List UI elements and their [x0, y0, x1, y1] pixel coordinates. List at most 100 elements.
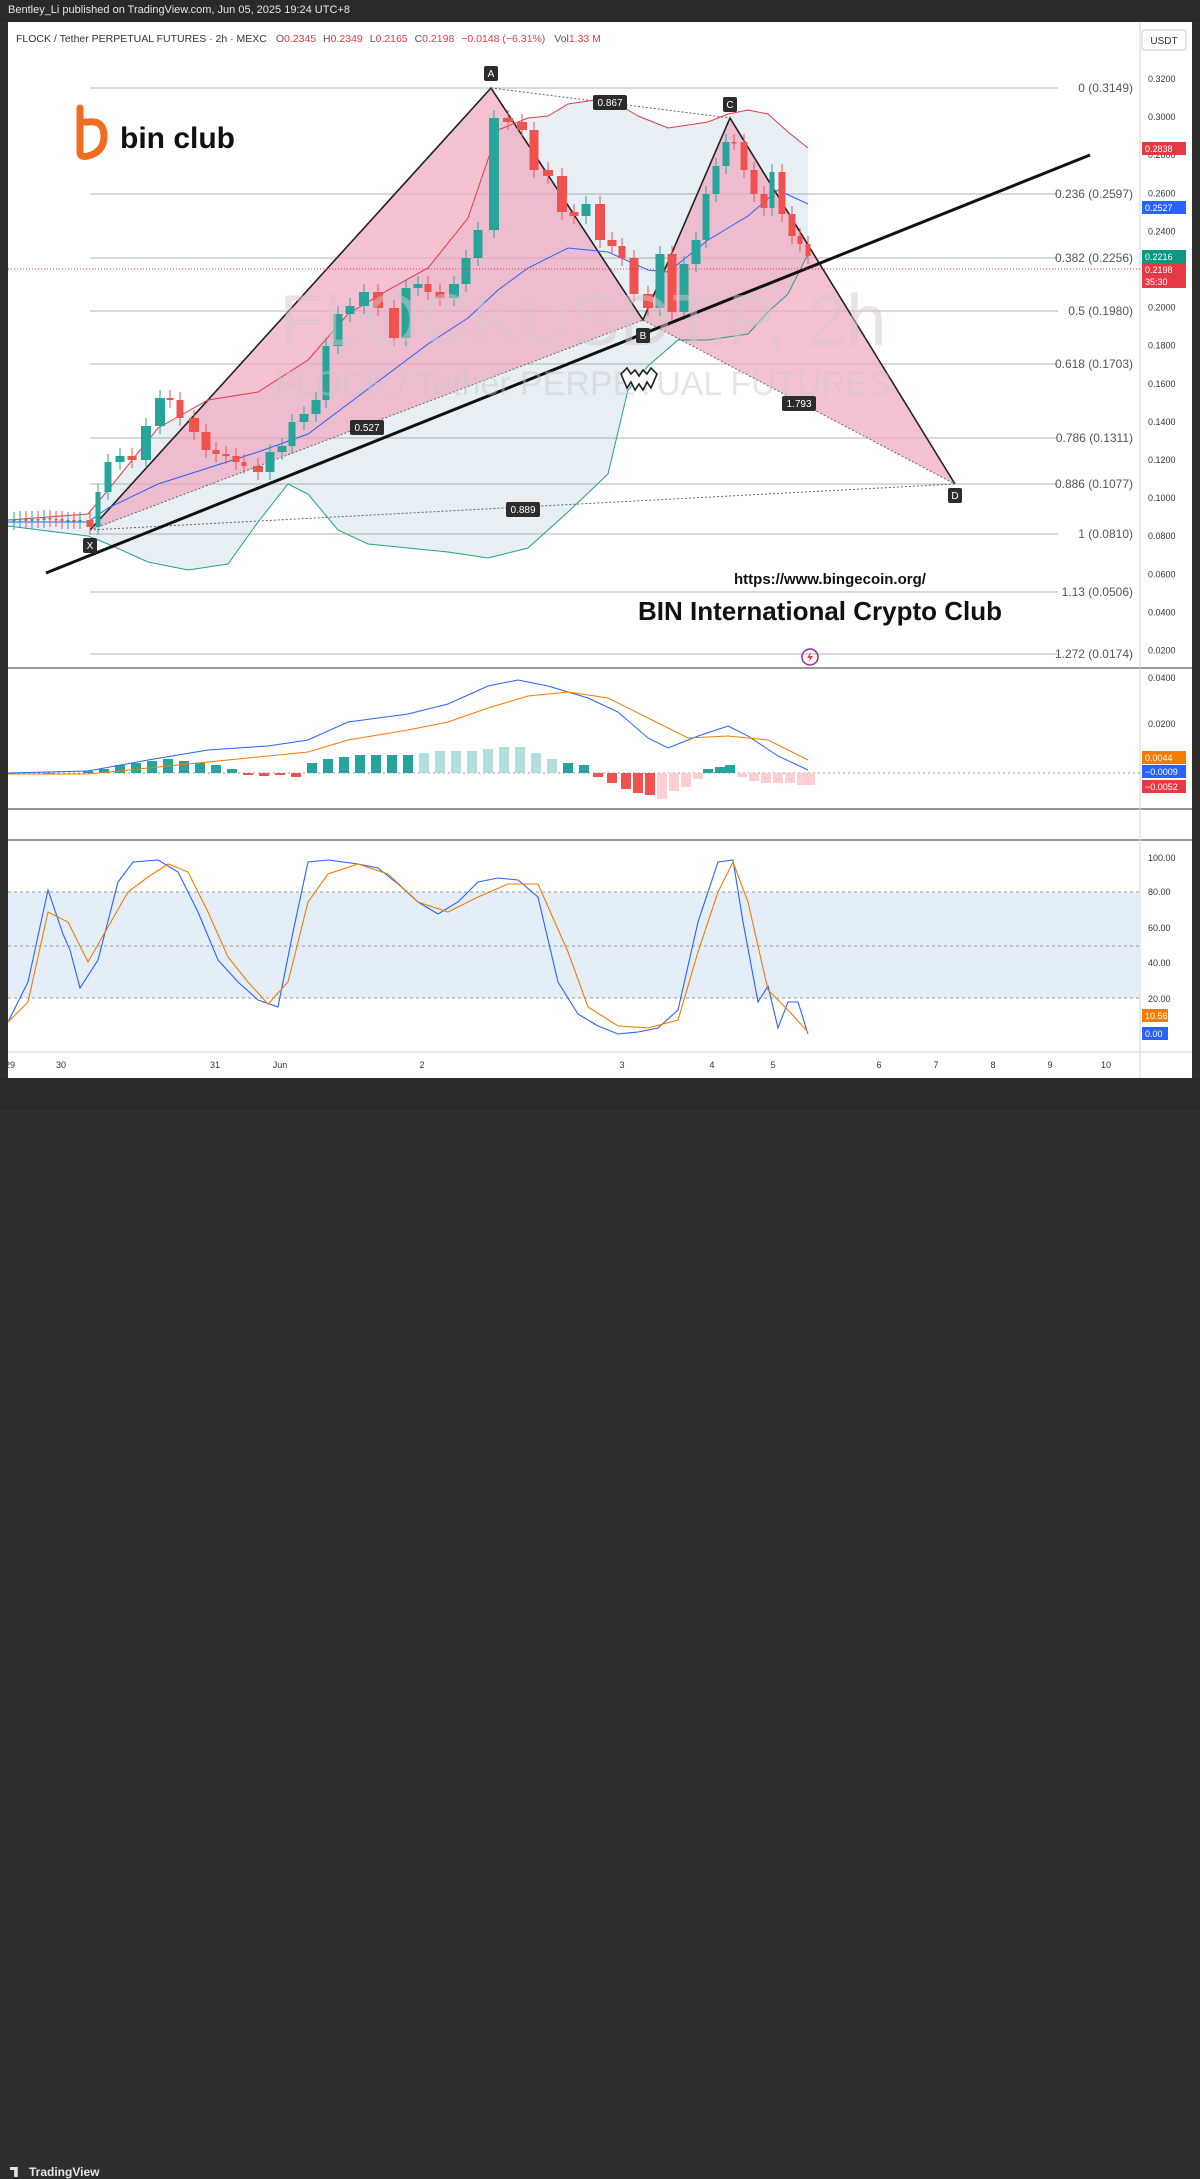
candle-body: [232, 456, 240, 462]
price-badge: 0.2216: [1142, 250, 1186, 263]
point-label-d: D: [951, 491, 958, 502]
currency-button[interactable]: USDT: [1141, 29, 1187, 51]
trendline[interactable]: [45, 153, 1091, 575]
chart-canvas[interactable]: 0 (0.3149) 0.236 (0.2597) 0.382 (0.2256) 0.…: [8, 22, 1192, 1078]
stoch-badge: 0.00: [1142, 1027, 1168, 1040]
ratio-ac: 0.867: [597, 98, 622, 109]
candle-body: [731, 142, 737, 144]
candle-body: [36, 519, 40, 521]
candle-body: [155, 398, 165, 426]
price-badges: 0.2838 0.2527 0.2216 0.2198 35:30: [1142, 142, 1186, 288]
price-badge: 0.2527: [1142, 201, 1186, 214]
fib-level-label: 1.13 (0.0506): [1062, 585, 1133, 599]
time-tick: 31: [210, 1060, 220, 1070]
high-value: 0.2349: [331, 33, 363, 45]
candle-body: [373, 292, 383, 308]
candle-body: [333, 314, 343, 346]
price-badge: 0.2198: [1142, 263, 1186, 276]
symbol-name: FLOCK / Tether PERPETUAL FUTURES · 2h · …: [16, 33, 267, 45]
bin-club-logo: bin club: [76, 104, 235, 160]
stoch-tick: 100.00: [1148, 853, 1176, 863]
pattern-point-labels[interactable]: A C B D X: [83, 66, 962, 553]
macd-bar: [563, 763, 573, 773]
candle-body: [127, 456, 137, 460]
time-axis[interactable]: 29 30 31 Jun 2 3 4 5 6 7 8 9 10: [8, 1060, 1111, 1070]
publish-bar: Bentley_Li published on TradingView.com,…: [0, 0, 1200, 22]
macd-bar: [179, 761, 189, 773]
pattern-bcd-triangle[interactable]: [643, 118, 955, 484]
lightning-icon[interactable]: [801, 648, 819, 666]
macd-bar: [419, 753, 429, 773]
macd-bar: [715, 767, 725, 773]
candle-body: [461, 258, 471, 284]
candle-body: [691, 240, 701, 264]
symbol-header[interactable]: FLOCK / Tether PERPETUAL FUTURES · 2h · …: [16, 33, 601, 45]
svg-text:35:30: 35:30: [1145, 277, 1168, 287]
candle-body: [473, 230, 483, 258]
macd-bar: [211, 765, 221, 773]
macd-bar: [737, 773, 747, 777]
candle-body: [740, 142, 748, 170]
fib-level-label: 0.886 (0.1077): [1055, 477, 1133, 491]
candle-body: [72, 520, 76, 522]
svg-text:0.0044: 0.0044: [1145, 753, 1173, 763]
price-tick: 0.0800: [1148, 531, 1176, 541]
macd-bar: [657, 773, 667, 799]
price-tick: 0.1000: [1148, 493, 1176, 503]
macd-bar: [195, 763, 205, 773]
macd-bar: [403, 755, 413, 773]
candle-body: [345, 306, 355, 314]
time-tick: 6: [876, 1060, 881, 1070]
candle-body: [543, 170, 553, 176]
candle-body: [712, 166, 720, 194]
time-tick: 9: [1047, 1060, 1052, 1070]
candles[interactable]: [12, 110, 811, 535]
macd-bar: [593, 773, 603, 777]
price-badge: 0.2838: [1142, 142, 1186, 155]
candle-body: [618, 246, 626, 258]
price-tick: 0.2800: [1148, 150, 1176, 160]
candle-body: [48, 518, 52, 520]
candle-body: [18, 519, 22, 521]
macd-bar: [275, 773, 285, 775]
time-tick: 29: [8, 1060, 15, 1070]
price-tick: 0.2000: [1148, 303, 1176, 313]
candle-body: [679, 264, 689, 312]
fib-level-label: 1.272 (0.0174): [1055, 647, 1133, 661]
price-axis[interactable]: 0.32000.30000.28000.26000.24000.22000.20…: [1148, 74, 1176, 656]
tradingview-logo[interactable]: TradingView: [10, 2165, 99, 2179]
candle-body: [569, 212, 579, 216]
candle-body: [529, 130, 539, 170]
candle-body: [95, 492, 101, 527]
candle-body: [277, 446, 287, 452]
price-tick: 0.3200: [1148, 74, 1176, 84]
macd-bar: [773, 773, 783, 783]
candle-body: [629, 258, 639, 294]
ratio-line-xb: [89, 319, 644, 531]
svg-text:−0.0009: −0.0009: [1145, 767, 1178, 777]
candle-body: [104, 462, 112, 492]
pattern-xab-triangle[interactable]: [90, 88, 643, 530]
point-label-a: A: [488, 69, 495, 80]
time-tick: 3: [619, 1060, 624, 1070]
point-label-c: C: [726, 100, 733, 111]
macd-bar: [131, 763, 141, 773]
ratio-bd: 1.793: [786, 399, 811, 410]
macd-bar: [725, 765, 735, 773]
stoch-k-line: [8, 859, 809, 1035]
candle-body: [517, 122, 527, 130]
macd-signal-line: [8, 691, 809, 775]
macd-bar: [467, 751, 477, 773]
ratio-labels[interactable]: 0.867 0.527 1.793 0.889: [350, 95, 816, 517]
svg-text:0.2216: 0.2216: [1145, 252, 1173, 262]
macd-bar: [291, 773, 301, 777]
time-tick: 4: [709, 1060, 714, 1070]
watermark-symbol: FLOCKUSDT.P, 2h: [280, 281, 887, 361]
fib-level-label: 0.786 (0.1311): [1056, 431, 1133, 445]
candle-body: [141, 426, 151, 460]
time-tick: Jun: [273, 1060, 288, 1070]
fib-level-label: 0.236 (0.2597): [1055, 187, 1133, 201]
club-url[interactable]: https://www.bingecoin.org/: [734, 571, 927, 588]
macd-bar: [703, 769, 713, 773]
macd-bar: [499, 747, 509, 773]
